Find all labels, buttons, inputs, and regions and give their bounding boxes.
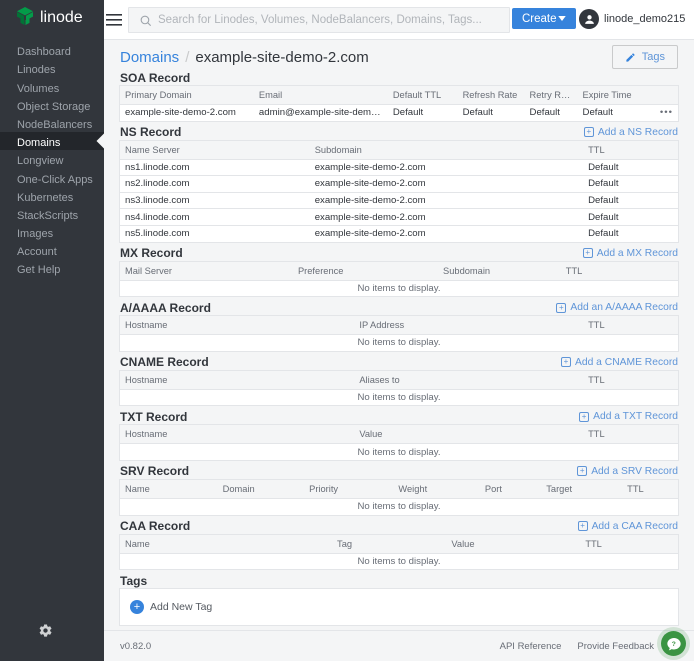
svg-text:?: ?: [671, 641, 675, 648]
